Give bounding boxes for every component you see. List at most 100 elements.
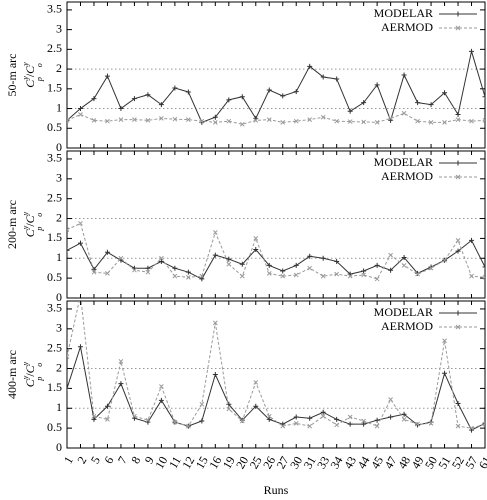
point	[455, 401, 461, 407]
point	[293, 414, 299, 420]
point	[186, 274, 191, 280]
point	[91, 269, 97, 275]
y-tick-label: 2	[56, 210, 62, 224]
point	[226, 261, 232, 267]
point	[172, 85, 178, 91]
point	[266, 413, 272, 419]
series-line	[67, 222, 485, 280]
point	[77, 106, 83, 112]
point	[145, 269, 151, 275]
point	[334, 271, 340, 277]
y-tick-label: 0.5	[47, 420, 62, 434]
point	[280, 268, 286, 274]
point	[67, 227, 70, 233]
x-tick-label: 6	[101, 454, 116, 466]
point	[374, 423, 380, 429]
point	[401, 411, 407, 417]
legend-label: MODELAR	[374, 6, 433, 20]
formula-part: y	[21, 375, 30, 380]
point	[293, 262, 299, 268]
formula-part: C	[23, 79, 37, 88]
formula-part: C	[23, 228, 37, 237]
y-axis-formula: Cy p/Cy o	[21, 361, 44, 387]
point	[159, 255, 164, 261]
point	[67, 354, 70, 359]
point	[415, 422, 421, 428]
point	[455, 117, 461, 122]
point	[145, 118, 151, 123]
point	[226, 406, 232, 412]
point	[469, 237, 475, 243]
point	[455, 310, 461, 316]
x-tick-label: 8	[128, 454, 143, 466]
point	[239, 273, 245, 279]
y-axis-formula: Cy p/Cy o	[21, 211, 44, 237]
point	[442, 119, 447, 125]
point	[482, 420, 485, 426]
formula-part: o	[35, 363, 44, 367]
formula-part: o	[35, 63, 44, 67]
point	[253, 118, 259, 123]
point	[104, 403, 110, 409]
point	[307, 117, 313, 122]
y-tick-label: 0	[56, 140, 62, 154]
point	[415, 271, 420, 277]
point	[347, 273, 353, 279]
point	[266, 416, 272, 422]
point	[105, 118, 110, 124]
plot-frame	[66, 1, 486, 149]
point	[374, 276, 380, 282]
point	[132, 413, 137, 419]
point	[334, 422, 340, 428]
point	[91, 118, 97, 123]
point	[158, 258, 164, 264]
point	[334, 76, 340, 82]
series	[67, 48, 485, 125]
point	[455, 238, 461, 243]
point	[172, 265, 178, 271]
point	[239, 261, 245, 267]
point	[482, 264, 485, 270]
point	[374, 119, 380, 125]
y-axis-label: 50-m arc	[5, 54, 19, 97]
point	[185, 269, 191, 275]
point	[401, 110, 407, 116]
point	[226, 118, 232, 124]
point	[77, 344, 83, 350]
point	[212, 320, 218, 326]
plot-frame	[66, 300, 486, 449]
point	[226, 401, 232, 407]
point	[158, 397, 164, 403]
point	[455, 174, 461, 180]
point	[334, 258, 340, 264]
point	[67, 117, 70, 123]
formula-part: p	[35, 377, 44, 382]
point	[361, 418, 366, 424]
formula-part: o	[35, 213, 44, 217]
point	[172, 419, 178, 425]
y-tick-label: 2	[56, 360, 62, 374]
point	[455, 324, 461, 330]
formula-part: p	[35, 227, 44, 232]
point	[469, 273, 474, 279]
point	[374, 417, 380, 423]
y-tick-label: 2.5	[47, 340, 62, 354]
point	[307, 253, 313, 259]
x-tick-label: 1	[61, 454, 76, 466]
point	[442, 257, 447, 263]
x-tick-label: 5	[88, 454, 103, 466]
formula-part: y	[21, 211, 30, 216]
point	[469, 118, 474, 124]
point	[199, 276, 205, 282]
point	[455, 11, 461, 17]
x-axis-label: Runs	[264, 483, 289, 497]
x-tick-label: 2	[74, 454, 89, 466]
formula-part: C	[23, 214, 37, 223]
point	[199, 418, 205, 424]
point	[212, 119, 218, 125]
point	[293, 421, 299, 426]
point	[212, 230, 218, 235]
point	[118, 255, 124, 261]
point	[132, 117, 137, 122]
